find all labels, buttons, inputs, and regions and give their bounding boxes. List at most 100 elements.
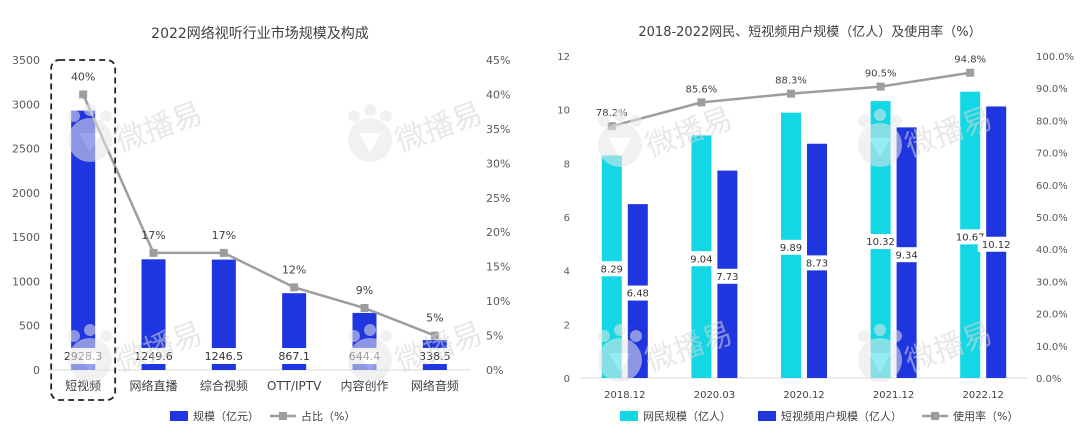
chart2-netizens-label-bg (686, 251, 717, 267)
chart2-netizens-label-bg (862, 234, 900, 250)
chart2-ytick-left: 12 (557, 52, 570, 63)
chart2-ytick-right: 60.0% (1036, 181, 1068, 192)
chart2-ytick-right: 50.0% (1036, 213, 1068, 224)
watermark-logo-ear (614, 109, 626, 121)
chart2-ytick-right: 80.0% (1036, 116, 1068, 127)
chart2-ytick-left: 2 (564, 320, 570, 331)
watermark-logo-ear (630, 330, 642, 342)
watermark-logo-ear (598, 330, 610, 342)
chart1-ytick-left: 0 (33, 364, 40, 377)
watermark-logo-ear (84, 104, 96, 116)
chart1-ytick-left: 2000 (12, 187, 40, 200)
chart1-ytick-left: 2500 (12, 143, 40, 156)
chart1-value-label: 1246.5 (205, 350, 244, 363)
chart2-netizens-label-bg (775, 239, 807, 255)
chart1-share-line (82, 93, 436, 337)
chart2-netizens-label: 10.32 (866, 237, 895, 248)
chart1-share-label: 9% (356, 284, 373, 297)
chart1-ytick-right: 10% (486, 295, 510, 308)
watermark-logo-ear (380, 330, 392, 342)
watermark-text: 微播易 (391, 96, 488, 160)
watermark-logo-triangle (79, 353, 101, 372)
chart2-shortvideo-label: 7.73 (716, 272, 738, 283)
chart2-shortvideo-label: 10.12 (982, 240, 1011, 251)
watermark-logo-ear (68, 110, 80, 122)
chart1-title: 2022网络视听行业市场规模及构成 (151, 25, 369, 42)
chart2-category-label: 2020.12 (783, 390, 824, 401)
chart2-rate-marker (787, 89, 795, 98)
chart1-category-label: OTT/IPTV (267, 379, 322, 393)
chart1-ytick-right: 40% (486, 88, 510, 101)
watermark-logo-triangle (869, 353, 891, 372)
chart2-netizens-label: 10.67 (956, 232, 985, 243)
chart2-legend-swatch-netizens (620, 411, 638, 421)
chart2-rate-label: 85.6% (686, 84, 718, 95)
watermark-logo-ear (348, 110, 360, 122)
chart1-category-label: 内容创作 (340, 378, 388, 393)
chart2-ytick-left: 6 (564, 213, 570, 224)
chart2-rate-marker (966, 68, 975, 77)
chart1-legend-label: 占比（%） (301, 409, 355, 423)
chart2-ytick-left: 4 (564, 267, 570, 278)
chart2-ytick-right: 70.0% (1036, 149, 1068, 160)
chart1-share-label: 12% (282, 263, 306, 276)
chart1-ytick-right: 35% (486, 123, 510, 136)
chart2-ytick-left: 0 (564, 374, 570, 385)
chart2-shortvideo-label-bg (891, 247, 922, 263)
watermark-logo-ear (84, 324, 96, 336)
watermark-text: 微播易 (641, 101, 738, 165)
watermark-logo-ear (630, 115, 642, 127)
chart2-shortvideo-label-bg (977, 236, 1015, 252)
chart2-netizens-label: 8.29 (601, 264, 623, 275)
watermark-logo-ear (364, 104, 376, 116)
watermark-logo-ear (100, 330, 112, 342)
chart1-ytick-left: 500 (19, 320, 40, 333)
watermark-logo-ear (874, 324, 886, 336)
chart1-highlight-box (50, 59, 117, 401)
chart2-category-label: 2018.12 (604, 390, 645, 401)
chart1-legend-swatch-bar (170, 411, 188, 421)
chart2-shortvideo-label-bg (801, 255, 833, 271)
watermark-logo-triangle (609, 353, 631, 372)
chart2-ytick-left: 8 (564, 159, 570, 170)
watermark: 微播易 (348, 96, 487, 162)
chart1-value-label-bg (130, 348, 177, 364)
watermark: 微播易 (68, 96, 207, 162)
chart2-ytick-right: 10.0% (1036, 342, 1068, 353)
chart1-legend-label: 规模（亿元） (193, 409, 259, 423)
watermark-logo-ear (364, 324, 376, 336)
chart2-ytick-right: 30.0% (1036, 277, 1068, 288)
chart2-legend-label: 使用率（%） (953, 409, 1018, 423)
chart1-value-label-bg (414, 348, 455, 364)
chart1-share-marker (360, 304, 369, 312)
chart1-value-label: 338.5 (419, 350, 451, 363)
chart2-legend-label: 短视频用户规模（亿人） (781, 409, 902, 423)
chart2-rate-marker (697, 98, 706, 107)
watermark-logo-ear (598, 115, 610, 127)
watermark-logo-ear (858, 330, 870, 342)
chart2-shortvideo-label: 6.48 (627, 289, 649, 300)
chart2-shortvideo-label: 9.34 (895, 250, 917, 261)
watermark-logo-ear (874, 109, 886, 121)
chart1-value-label: 1249.6 (134, 350, 173, 363)
chart1-share-marker (430, 331, 439, 340)
chart1-category-label: 综合视频 (200, 378, 248, 393)
chart1-ytick-right: 0% (486, 364, 503, 377)
chart2-netizens-label: 9.89 (780, 243, 802, 254)
chart1-ytick-left: 1000 (12, 275, 40, 288)
watermark-text: 微播易 (901, 101, 998, 165)
chart2-netizens-label: 9.04 (690, 254, 712, 265)
chart1-ytick-left: 3500 (12, 54, 40, 67)
chart1-category-label: 网络直播 (129, 378, 177, 393)
chart1-ytick-right: 15% (486, 261, 510, 274)
chart1-ytick-left: 3000 (12, 98, 40, 111)
chart2-ytick-right: 100.0% (1036, 52, 1074, 63)
chart1-share-label: 17% (141, 229, 165, 242)
chart1-share-marker (219, 248, 228, 257)
watermark-text: 微播易 (111, 96, 208, 160)
chart1-share-label: 5% (426, 312, 443, 325)
watermark-logo-ear (68, 330, 80, 342)
watermark-logo-ear (890, 115, 902, 127)
